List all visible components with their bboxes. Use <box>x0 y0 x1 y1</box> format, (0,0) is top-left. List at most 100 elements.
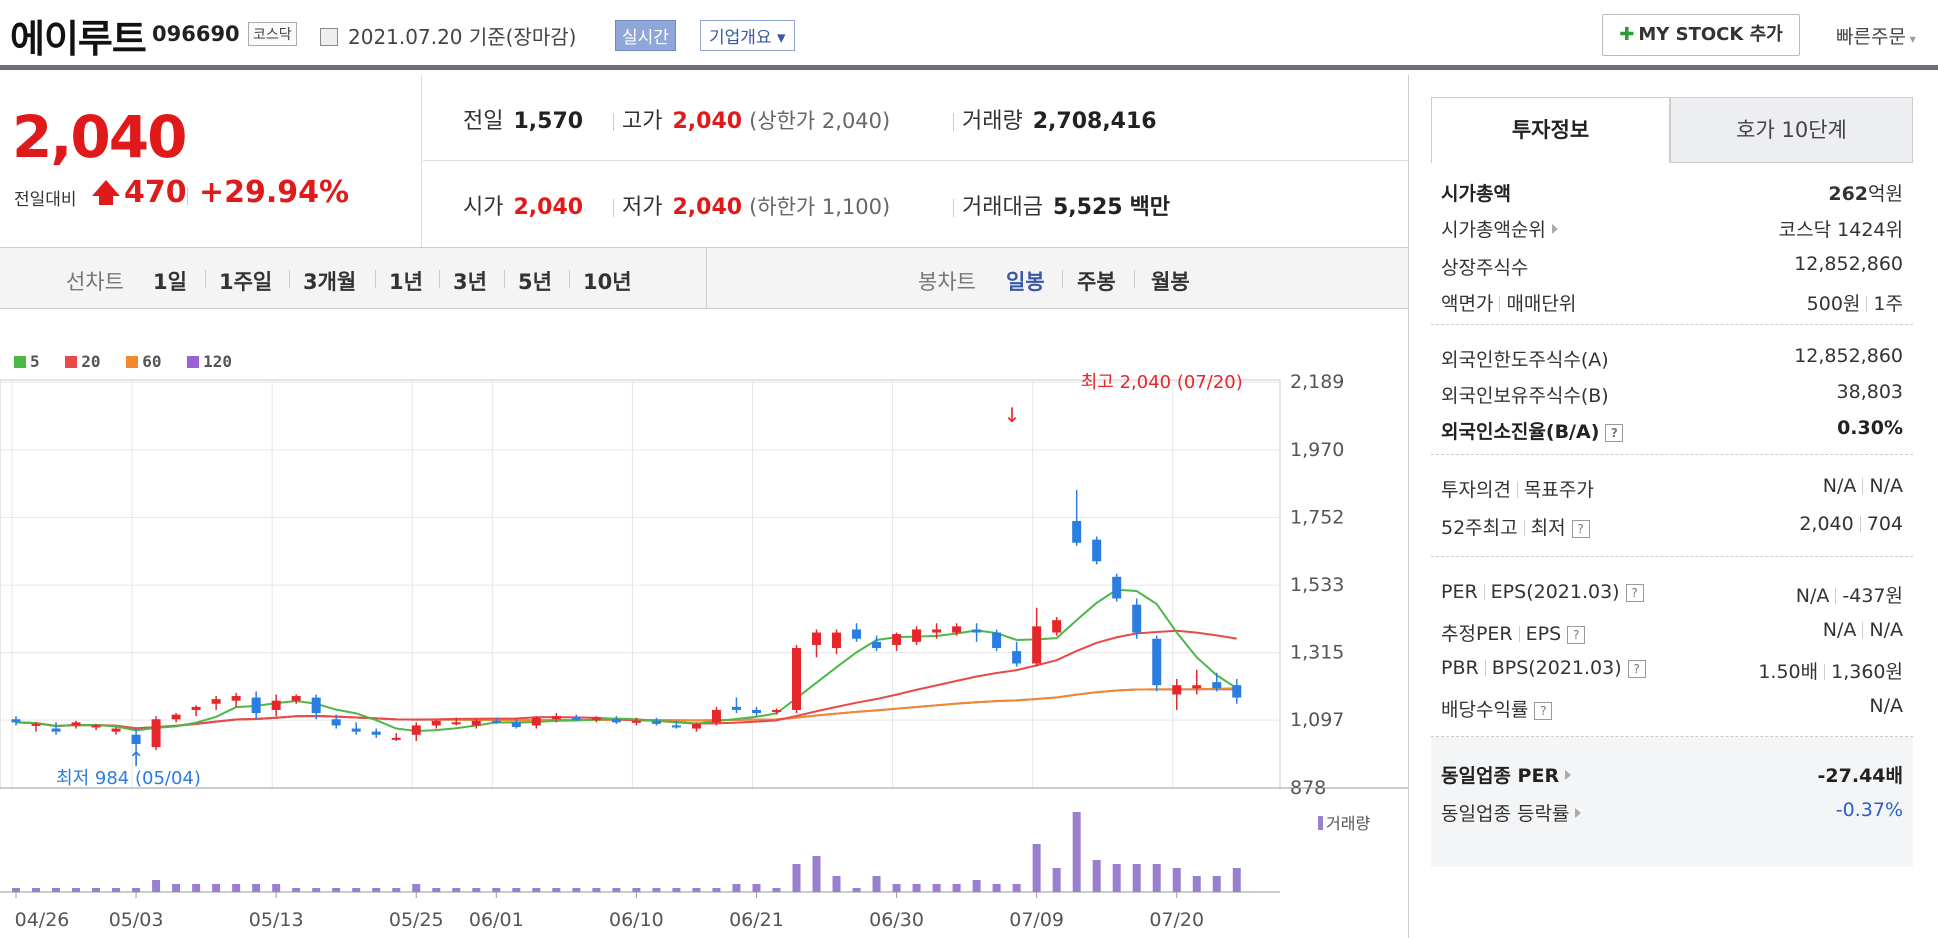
volume-bar <box>952 884 961 892</box>
tab-10year[interactable]: 10년 <box>583 270 632 294</box>
chevron-right-icon <box>1551 224 1558 234</box>
candle-body <box>972 629 982 633</box>
help-icon[interactable]: ? <box>1571 520 1590 538</box>
tab-1day[interactable]: 1일 <box>153 270 187 294</box>
candle-body <box>1212 682 1222 689</box>
candle-body <box>952 626 962 633</box>
y-tick-label: 1,970 <box>1290 439 1344 461</box>
volume-bar <box>592 888 601 892</box>
volume-bar <box>352 888 361 892</box>
candle-body <box>131 734 141 745</box>
high-annotation: 최고 2,040 (07/20) <box>1081 372 1243 393</box>
invest-info-panel: 투자정보 호가 10단계 시가총액 262억원 시가총액순위 코스닥 1424위 상… <box>1408 75 1938 938</box>
volume-bar <box>452 888 461 892</box>
tab-daily[interactable]: 일봉 <box>1006 270 1045 294</box>
corp-overview-dropdown[interactable]: 기업개요 ▾ <box>700 20 795 51</box>
pbr-row: PBR BPS(2021.03)? 1.50배 1,360원 <box>1441 657 1903 683</box>
quick-order-label: 빠른주문 <box>1836 26 1906 48</box>
industry-rate-row[interactable]: 동일업종 등락률 -0.37% <box>1441 799 1903 825</box>
shares-row: 상장주식수 12,852,860 <box>1441 253 1903 279</box>
tab-1year[interactable]: 1년 <box>389 270 423 294</box>
candle-body <box>1192 685 1202 689</box>
volume-bar <box>812 856 821 892</box>
tab-3month[interactable]: 3개월 <box>303 270 357 294</box>
candle-body <box>611 719 621 723</box>
candle-body <box>631 720 641 723</box>
candle-body <box>391 737 401 740</box>
stock-code: 096690 <box>152 22 240 46</box>
face-value-row: 액면가 매매단위 500원 1주 <box>1441 293 1903 315</box>
candle-body <box>511 722 521 727</box>
volume-bar <box>912 884 921 892</box>
volume-bar <box>1012 884 1021 892</box>
x-tick-label: 06/30 <box>869 909 924 931</box>
industry-per-row[interactable]: 동일업종 PER -27.44배 <box>1441 765 1903 787</box>
volume-bar <box>1132 864 1141 892</box>
tab-monthly[interactable]: 월봉 <box>1151 270 1190 294</box>
price-summary: 전일 1,570 고가 2,040 (상한가 2,040) 거래량 2,708,416… <box>423 75 1408 247</box>
open-price: 시가 2,040 <box>463 195 584 220</box>
tab-1week[interactable]: 1주일 <box>219 270 273 294</box>
volume-bar <box>1112 864 1121 892</box>
stock-chart[interactable]: 5 20 60 120 2,189 1,970 1,752 1,533 1,315 1,0… <box>0 310 1408 938</box>
candle-body <box>491 720 501 723</box>
volume-bar <box>72 888 81 892</box>
chart-tabs: 선차트 1일 1주일 3개월 1년 3년 5년 10년 봉차트 일봉 주봉 월봉 <box>0 247 1408 309</box>
tab-5year[interactable]: 5년 <box>518 270 552 294</box>
candle-body <box>1232 685 1242 698</box>
candle-body <box>671 725 681 728</box>
volume-bar <box>612 888 621 892</box>
x-tick-label: 06/10 <box>609 909 664 931</box>
y-tick-label: 1,315 <box>1290 642 1344 664</box>
candle-body <box>932 629 942 633</box>
candle-body <box>471 720 481 726</box>
candle-body <box>1032 626 1042 664</box>
volume-bar <box>312 888 321 892</box>
candle-body <box>651 720 661 724</box>
volume-bar <box>492 888 501 892</box>
chevron-down-icon: ▾ <box>1905 32 1916 46</box>
tab-3year[interactable]: 3년 <box>453 270 487 294</box>
candle-body <box>1172 685 1182 695</box>
market-cap-rank-row[interactable]: 시가총액순위 코스닥 1424위 <box>1441 219 1903 241</box>
opinion-row: 투자의견 목표주가 N/A N/A <box>1441 475 1903 501</box>
tab-weekly[interactable]: 주봉 <box>1077 270 1116 294</box>
help-icon[interactable]: ? <box>1625 584 1644 602</box>
help-icon[interactable]: ? <box>1567 626 1586 644</box>
candle-body <box>291 696 301 701</box>
help-icon[interactable]: ? <box>1605 424 1624 442</box>
volume-bar <box>1072 812 1081 892</box>
candle-body <box>51 728 61 732</box>
candle-body <box>1072 521 1082 543</box>
candle-body <box>791 648 801 710</box>
volume-bar <box>252 884 261 892</box>
volume-bar <box>1052 868 1061 892</box>
volume-bar <box>172 884 181 892</box>
volume-bar <box>852 888 861 892</box>
x-tick-label: 05/25 <box>389 909 444 931</box>
add-mystock-label: MY STOCK 추가 <box>1638 24 1783 45</box>
volume-bar <box>772 888 781 892</box>
prev-close: 전일 1,570 <box>463 109 584 134</box>
tab-hoga-10[interactable]: 호가 10단계 <box>1670 97 1913 163</box>
add-mystock-button[interactable]: ✚ MY STOCK 추가 <box>1602 14 1800 56</box>
volume-bar <box>392 888 401 892</box>
quick-order-dropdown[interactable]: 빠른주문 ▾ <box>1836 22 1916 49</box>
volume-bar <box>212 884 221 892</box>
help-icon[interactable]: ? <box>1627 660 1646 678</box>
volume-bar <box>532 888 541 892</box>
tab-invest-info[interactable]: 투자정보 <box>1431 97 1670 163</box>
candle-body <box>111 728 121 732</box>
volume-bar <box>1172 868 1181 892</box>
help-icon[interactable]: ? <box>1534 702 1553 720</box>
est-per-row: 추정PER EPS? N/A N/A <box>1441 619 1903 645</box>
candle-body <box>451 722 461 725</box>
high-arrow-icon: ↓ <box>1004 403 1021 427</box>
volume-bar <box>632 888 641 892</box>
up-arrow-icon <box>92 180 120 196</box>
week52-row: 52주최고 최저? 2,040 704 <box>1441 513 1903 539</box>
volume-bar <box>932 884 941 892</box>
realtime-button[interactable]: 실시간 <box>615 20 676 51</box>
candle-body <box>992 632 1002 649</box>
